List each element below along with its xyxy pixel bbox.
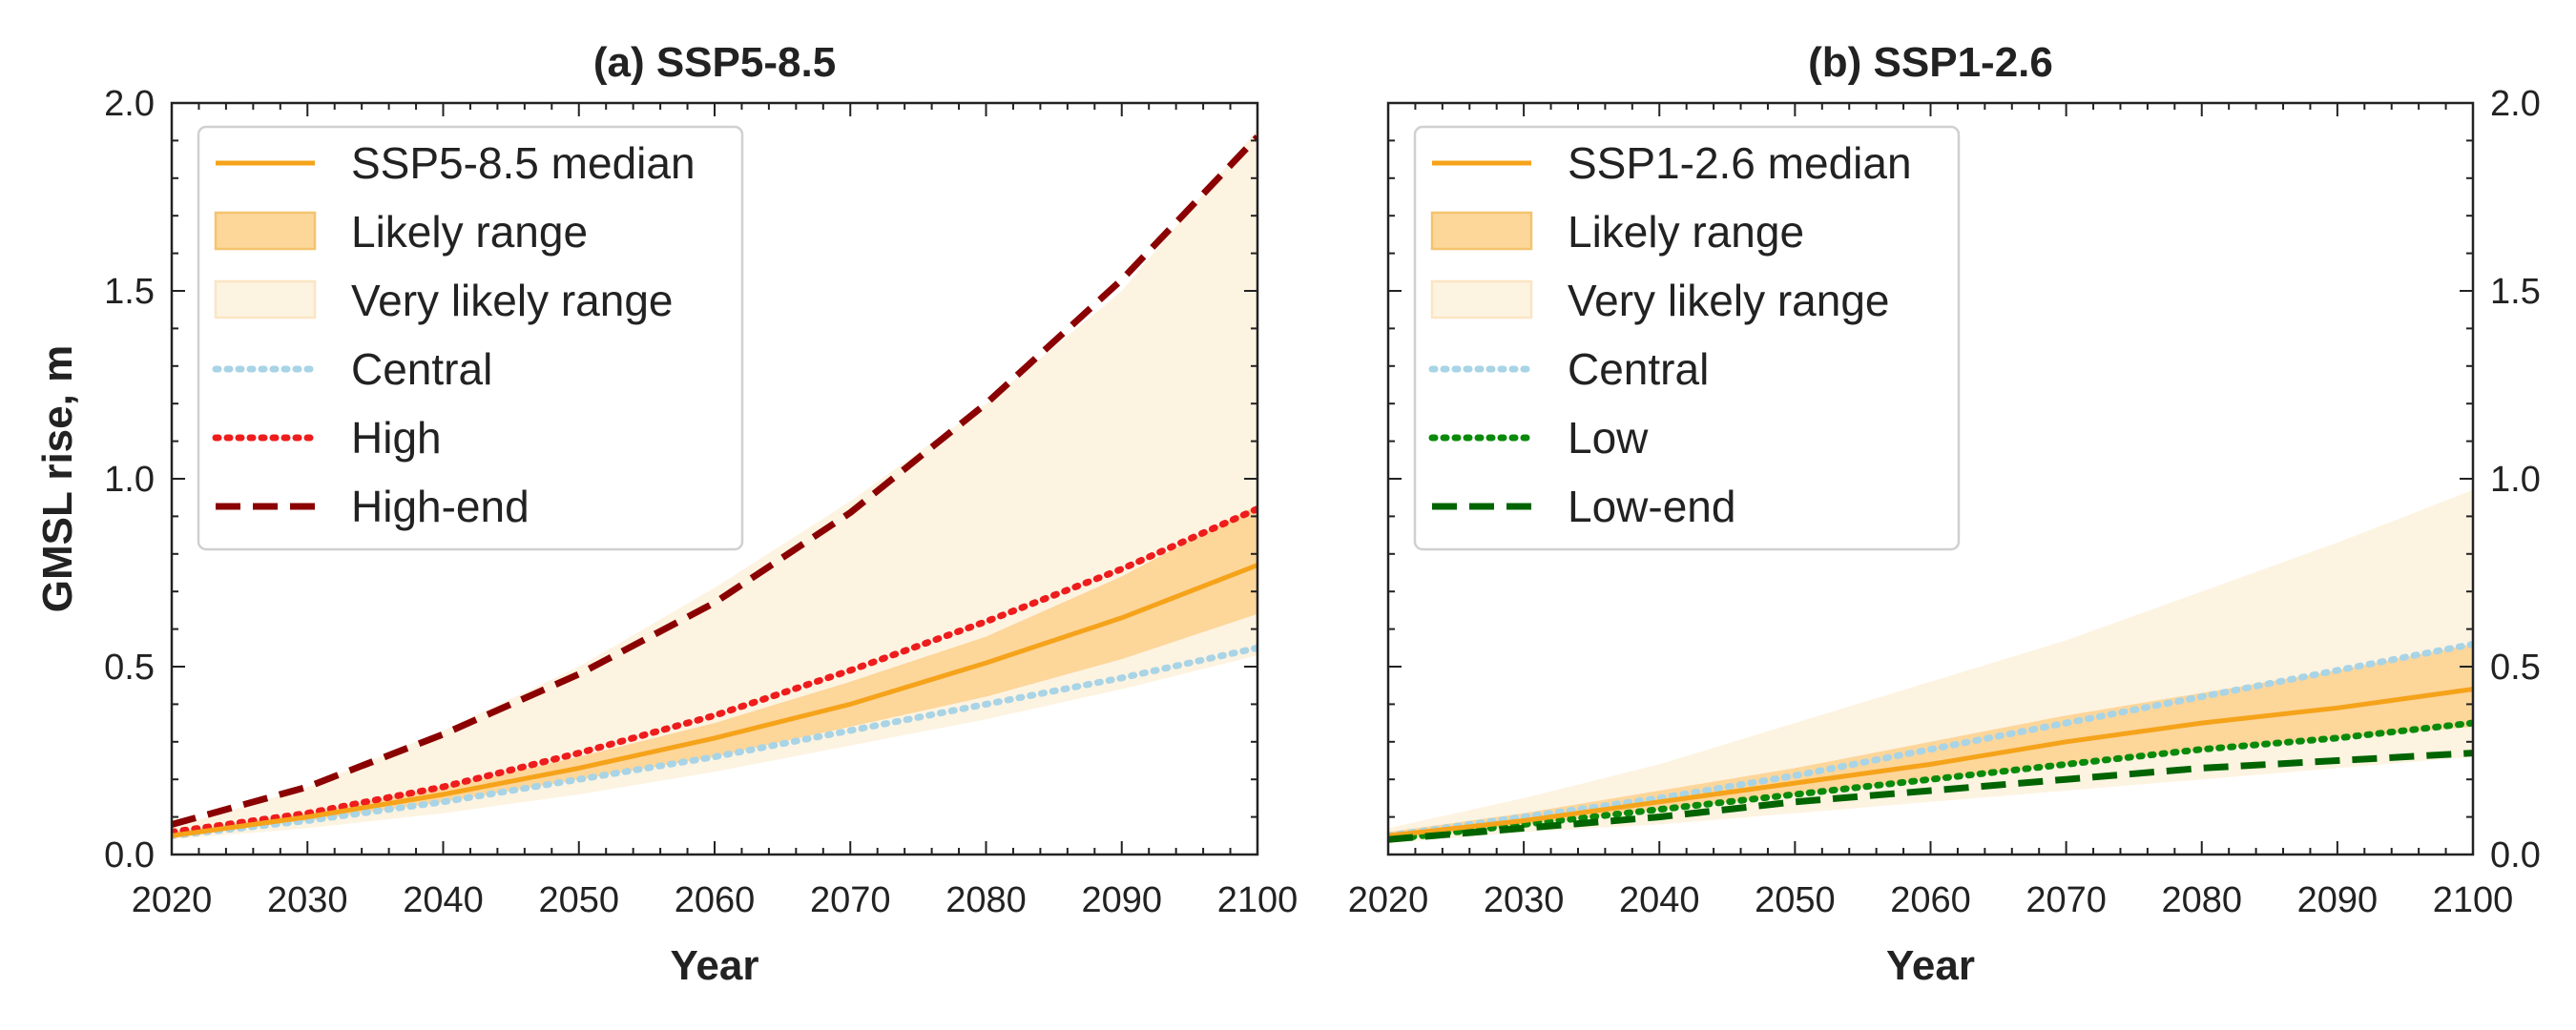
legend-item: Likely range	[214, 207, 588, 257]
band-likely-range	[172, 505, 1257, 836]
x-tick-label: 2030	[267, 880, 348, 920]
x-tick-label: 2040	[1619, 880, 1700, 920]
y-tick-label: 1.0	[104, 460, 155, 500]
y-axis-label: GMSL rise, m	[34, 345, 81, 612]
panel-title: (a) SSP5-8.5	[593, 39, 836, 86]
series-line-ssp5-8-5-median	[172, 563, 1257, 838]
series-line-high-end	[172, 134, 1257, 828]
y-tick-label: 1.5	[104, 272, 155, 312]
y-tick-label: 0.0	[2490, 835, 2541, 876]
panel-a-ssp5-8-5: 2020 2030 2040 2050 2060 2070 2080 2090 2100 0.0 0…	[34, 39, 1298, 989]
x-tick-label: 2090	[2297, 880, 2379, 920]
legend-label: Very likely range	[351, 276, 674, 325]
x-tick-label: 2080	[945, 880, 1027, 920]
legend-item: SSP5-8.5 median	[216, 138, 696, 188]
x-tick-label: 2020	[1348, 880, 1429, 920]
legend-item: High-end	[216, 482, 530, 531]
x-tick-label: 2100	[1217, 880, 1298, 920]
legend-item: Very likely range	[1430, 276, 1890, 325]
legend-box	[1413, 125, 1961, 551]
series-line-high	[172, 505, 1257, 835]
x-tick-label: 2070	[2025, 880, 2107, 920]
x-tick-label: 2020	[132, 880, 213, 920]
x-tick-label: 2060	[1890, 880, 1971, 920]
y-tick-label: 2.0	[2490, 84, 2541, 124]
panel-title: (b) SSP1-2.6	[1808, 39, 2053, 86]
legend-label: Likely range	[1568, 207, 1804, 257]
legend-label: SSP5-8.5 median	[351, 138, 696, 188]
y-tick-label: 1.0	[2490, 460, 2541, 500]
legend-item: SSP1-2.6 median	[1432, 138, 1912, 188]
legend-swatch-very-likely-range	[214, 279, 317, 319]
plot-area	[1388, 489, 2473, 844]
x-tick-label: 2050	[1755, 880, 1836, 920]
legend-label: Low	[1568, 413, 1649, 463]
band-very-likely-range	[1388, 489, 2473, 844]
legend-label: Very likely range	[1568, 276, 1890, 325]
legend-label: Central	[351, 344, 492, 394]
legend-item: Low	[1428, 413, 1649, 463]
y-tick-label: 1.5	[2490, 272, 2541, 312]
legend-label: High	[351, 413, 442, 463]
legend-item: Very likely range	[214, 276, 674, 325]
series-line-ssp1-2-6-median	[1388, 687, 2473, 838]
legend-item: Central	[212, 344, 492, 394]
x-tick-label: 2040	[403, 880, 484, 920]
x-axis-label: Year	[671, 942, 759, 989]
plot-area	[172, 129, 1257, 840]
legend-item: High	[212, 413, 442, 463]
legend-label: High-end	[351, 482, 530, 531]
x-tick-label: 2090	[1081, 880, 1162, 920]
legend-swatch-likely-range	[214, 211, 317, 251]
legend-item: Central	[1428, 344, 1709, 394]
series-line-low-end	[1388, 750, 2473, 843]
band-likely-range	[1388, 644, 2473, 840]
legend-label: Central	[1568, 344, 1709, 394]
ticks	[1387, 102, 2474, 855]
legend-swatch-very-likely-range	[1430, 279, 1533, 319]
legend-label: SSP1-2.6 median	[1568, 138, 1912, 188]
y-tick-label: 0.0	[104, 835, 155, 876]
legend-box	[197, 125, 744, 551]
series-line-central	[1388, 640, 2473, 839]
x-tick-label: 2080	[2161, 880, 2242, 920]
y-tick-label: 0.5	[2490, 648, 2541, 688]
legend: SSP1-2.6 median Likely range Very likely r…	[1413, 125, 1961, 551]
series-line-central	[172, 644, 1257, 839]
y-tick-label: 2.0	[104, 84, 155, 124]
x-tick-label: 2070	[810, 880, 891, 920]
legend-label: Likely range	[351, 207, 588, 257]
legend-item: Low-end	[1432, 482, 1735, 531]
legend-item: Likely range	[1430, 207, 1804, 257]
x-tick-label: 2030	[1484, 880, 1565, 920]
x-tick-label: 2060	[675, 880, 756, 920]
y-tick-label: 0.5	[104, 648, 155, 688]
x-axis-label: Year	[1886, 942, 1975, 989]
x-tick-label: 2050	[538, 880, 619, 920]
x-tick-label: 2100	[2433, 880, 2514, 920]
legend-swatch-likely-range	[1430, 211, 1533, 251]
ticks	[171, 102, 1258, 855]
legend: SSP5-8.5 median Likely range Very likely r…	[197, 125, 744, 551]
legend-label: Low-end	[1568, 482, 1735, 531]
series-line-low	[1388, 719, 2473, 843]
